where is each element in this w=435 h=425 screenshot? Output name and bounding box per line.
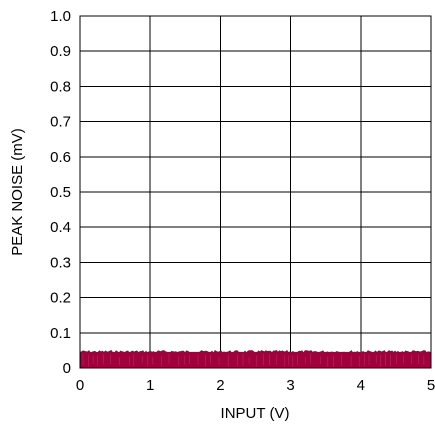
- noise-band-fill: [80, 352, 431, 368]
- x-tick-label: 2: [216, 377, 224, 394]
- noise-trace: [79, 349, 432, 354]
- grid-lines: [79, 15, 432, 369]
- y-tick-label: 0.1: [50, 325, 71, 342]
- y-tick-label: 0.9: [50, 43, 71, 60]
- y-tick-label: 0.4: [50, 219, 71, 236]
- x-tick-label: 4: [357, 377, 365, 394]
- x-tick-label: 0: [76, 377, 84, 394]
- x-tick-label: 3: [286, 377, 294, 394]
- x-tick-label: 5: [427, 377, 435, 394]
- y-tick-labels: 0 0.1 0.2 0.3 0.4 0.5 0.6 0.7 0.8 0.9 1.0: [50, 8, 71, 377]
- plot-frame: [79, 15, 432, 369]
- x-tick-label: 1: [146, 377, 154, 394]
- y-tick-label: 0.2: [50, 290, 71, 307]
- y-axis-label: PEAK NOISE (mV): [9, 128, 26, 256]
- y-tick-label: 0: [63, 360, 71, 377]
- x-axis-label: INPUT (V): [221, 405, 290, 422]
- y-tick-label: 1.0: [50, 8, 71, 25]
- x-tick-labels: 0 1 2 3 4 5: [76, 377, 435, 394]
- y-tick-label: 0.7: [50, 114, 71, 131]
- y-tick-label: 0.6: [50, 149, 71, 166]
- y-tick-label: 0.5: [50, 184, 71, 201]
- noise-band: [79, 349, 432, 368]
- y-tick-label: 0.3: [50, 254, 71, 271]
- y-tick-label: 0.8: [50, 78, 71, 95]
